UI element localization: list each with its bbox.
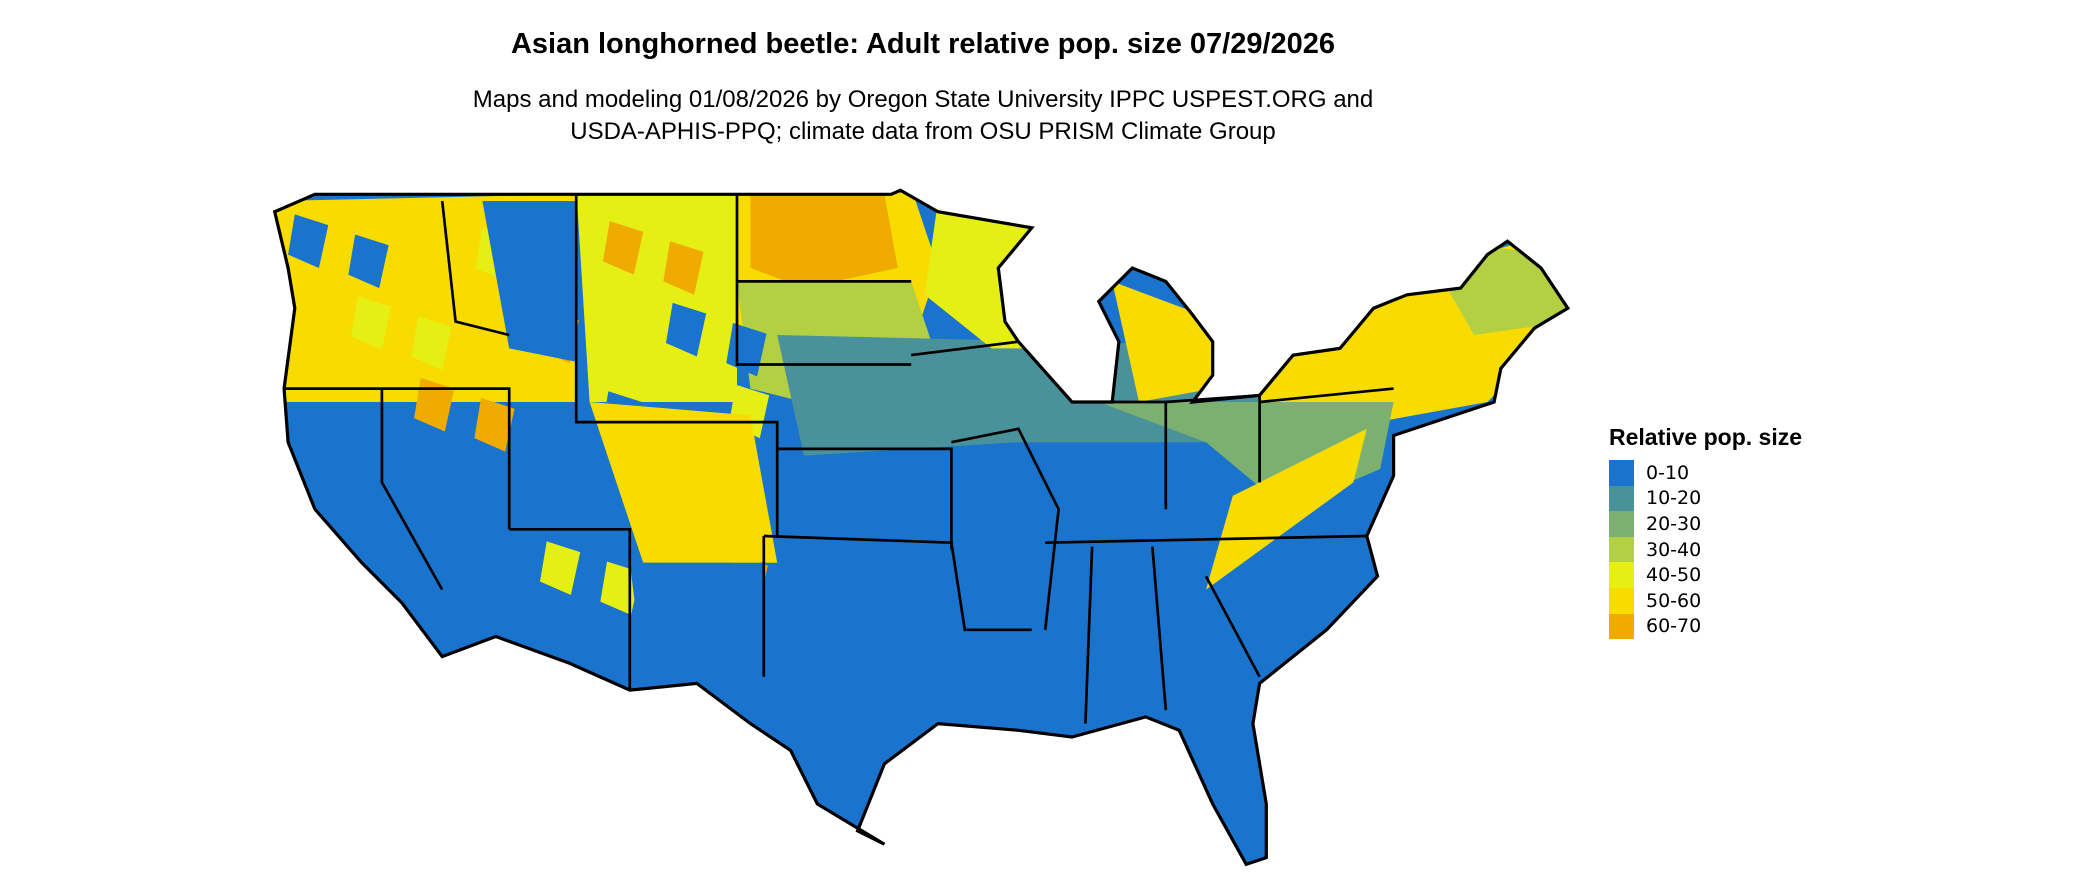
zone-west-patch [603, 221, 644, 275]
state-border [951, 427, 1060, 630]
legend-swatch [1609, 587, 1634, 614]
legend-label: 0-10 [1646, 461, 1690, 484]
legend-swatch [1609, 511, 1634, 537]
state-border [509, 527, 632, 691]
legend-label: 40-50 [1646, 564, 1702, 587]
subtitle-line-1: Maps and modeling 01/08/2026 by Oregon S… [472, 86, 1374, 113]
zone-west-patch [348, 234, 389, 289]
legend-item: 0-10 [1609, 460, 1802, 486]
zone-west-patch [351, 296, 392, 350]
state-border [284, 387, 511, 530]
state-border [1084, 546, 1094, 724]
state-border [1151, 546, 1168, 711]
zone-northern-plains-high [750, 194, 898, 289]
state-border [574, 194, 779, 537]
map-subtitle: Maps and modeling 01/08/2026 by Oregon S… [0, 84, 1846, 148]
zone-west-patch [414, 377, 455, 432]
zone-west-patch [288, 214, 329, 268]
legend-item: 40-50 [1609, 562, 1802, 588]
zone-appalachia [1206, 428, 1367, 590]
legend-swatch [1609, 485, 1634, 512]
legend-swatch [1609, 613, 1634, 640]
state-border [777, 447, 953, 550]
zone-west-patch [663, 241, 704, 295]
state-border [1259, 387, 1394, 404]
state-border [440, 200, 510, 337]
map-title: Asian longhorned beetle: Adult relative … [510, 28, 1336, 60]
legend-item: 50-60 [1609, 587, 1802, 614]
legend-label: 10-20 [1646, 487, 1702, 510]
us-outline [272, 188, 1571, 867]
zone-idaho [482, 201, 577, 362]
zone-west-patch [540, 541, 581, 595]
zone-west-patch [537, 479, 578, 534]
zone-west-patch [477, 459, 518, 514]
state-border [735, 194, 912, 366]
subtitle-line-2: USDA-APHIS-PPQ; climate data from OSU PR… [570, 118, 1276, 145]
legend-swatch [1609, 562, 1634, 588]
zone-west-patch [665, 302, 707, 357]
legend-item: 30-40 [1609, 536, 1802, 563]
zone-west-patch [474, 397, 515, 452]
state-border [1204, 575, 1261, 678]
legend-label: 30-40 [1646, 538, 1702, 561]
zone-new-mexico-south [629, 562, 764, 670]
legend-item: 20-30 [1609, 511, 1802, 537]
legend-label: 50-60 [1646, 589, 1702, 612]
legend-title: Relative pop. size [1609, 424, 1803, 450]
state-border [763, 534, 1032, 632]
legend-item: 60-70 [1609, 613, 1802, 640]
legend-label: 20-30 [1646, 512, 1702, 535]
legend-label: 60-70 [1646, 615, 1702, 638]
legend-swatch [1609, 536, 1634, 563]
zone-montana-wyoming [576, 190, 738, 403]
zone-california-valley [314, 402, 402, 603]
legend: Relative pop. size 0-10 10-20 20-30 30-40 40… [1609, 424, 1803, 640]
zone-west-patch [411, 316, 452, 370]
state-border [380, 388, 444, 591]
state-border [1045, 534, 1367, 545]
zone-colorado-rockies [589, 402, 778, 563]
legend-swatch [1609, 460, 1634, 486]
zone-michigan [1112, 281, 1220, 402]
legend-item: 10-20 [1609, 485, 1802, 512]
